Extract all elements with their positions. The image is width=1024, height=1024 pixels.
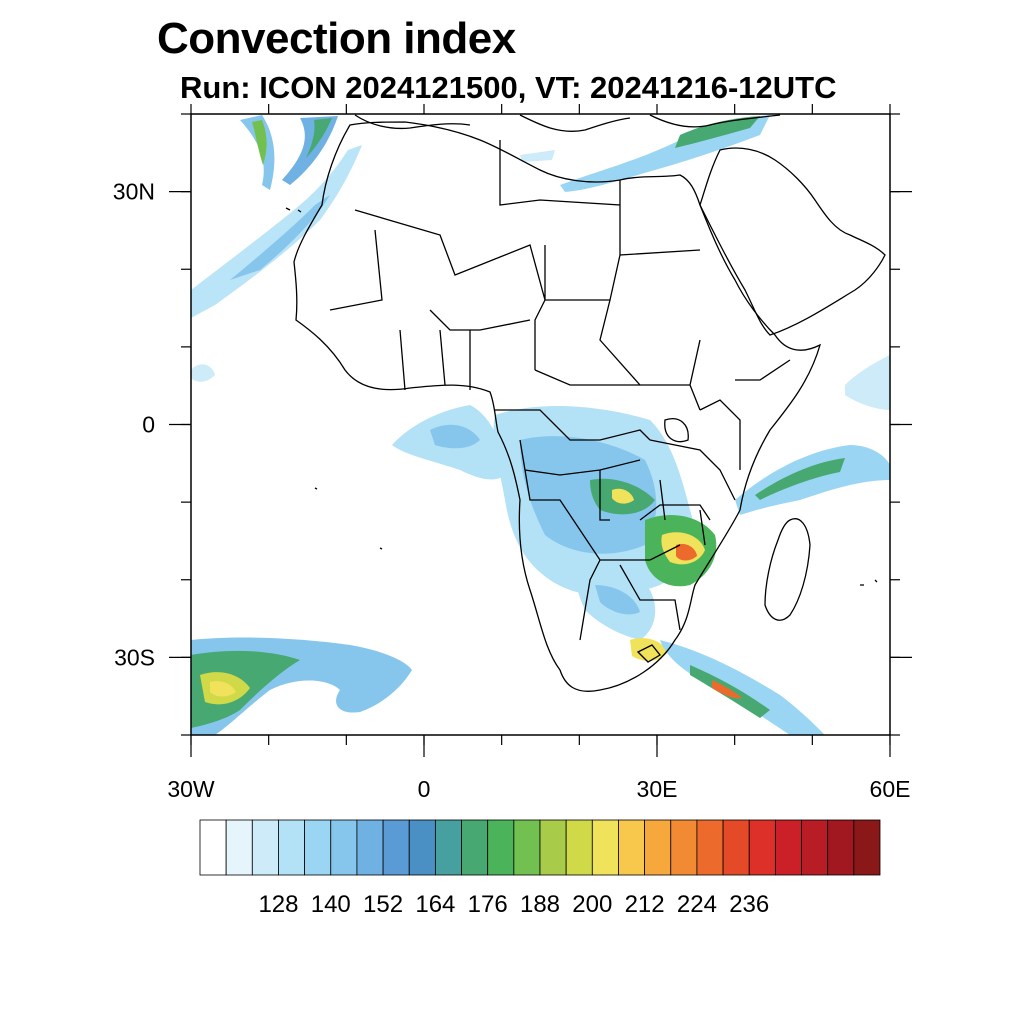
- colorbar-swatch: [251, 819, 279, 876]
- colorbar-swatch: [827, 819, 855, 876]
- colorbar-swatch: [382, 819, 410, 876]
- colorbar-label: 200: [572, 891, 612, 918]
- x-tick-label: 30E: [637, 776, 678, 802]
- arabian-peninsula-coastline: [699, 147, 886, 336]
- coastlines-and-borders: [285, 114, 886, 692]
- colorbar-swatch: [278, 819, 306, 876]
- colorbar-swatch: [356, 819, 384, 876]
- madagascar-coastline: [764, 518, 811, 621]
- colorbar-swatch: [670, 819, 698, 876]
- africa-coastline: [293, 121, 822, 692]
- convection-patch-levant: [520, 150, 555, 162]
- colorbar-swatch: [434, 819, 462, 876]
- islands: [285, 207, 878, 586]
- convection-streak-nw-core: [252, 120, 267, 165]
- convection-field: [191, 115, 890, 735]
- colorbar-swatch: [408, 819, 436, 876]
- y-tick-label: 30N: [113, 179, 155, 205]
- convection-south-atlantic-peak: [210, 681, 236, 697]
- colorbar-label: 224: [677, 891, 717, 918]
- country-borders: [329, 140, 791, 641]
- colorbar-swatch: [801, 819, 829, 876]
- colorbar-swatch: [225, 819, 253, 876]
- convection-southeast-front-peak: [712, 680, 742, 699]
- convection-band-north-atlantic: [191, 145, 362, 318]
- convection-congo-hotspot: [612, 488, 634, 504]
- convection-atlantic-patch: [191, 364, 215, 382]
- colorbar-swatch: [199, 819, 227, 876]
- colorbar-swatch: [513, 819, 541, 876]
- convection-band-mediterranean-core: [675, 116, 760, 148]
- colorbar-swatch: [644, 819, 672, 876]
- convection-congo-basin-mid: [520, 436, 657, 554]
- colorbar-swatch: [330, 819, 358, 876]
- colorbar-swatch: [539, 819, 567, 876]
- colorbar-label: 128: [258, 891, 298, 918]
- colorbar: 128 140 152 164 176 188 200 212 224 236: [199, 819, 881, 918]
- colorbar-label: 236: [729, 891, 769, 918]
- map-ticks: 30W 0 30E 60E 30N 0 30S: [113, 104, 912, 802]
- map-subtitle: Run: ICON 2024121500, VT: 20241216-12UTC: [180, 70, 837, 105]
- colorbar-swatch: [696, 819, 724, 876]
- convection-indian-ocean-band: [735, 445, 890, 515]
- y-tick-label: 30S: [114, 644, 155, 670]
- convection-indian-ocean-core: [755, 458, 845, 500]
- convection-band-north-atlantic-core: [230, 195, 330, 280]
- x-tick-label: 30W: [167, 776, 215, 802]
- convection-east-patch: [845, 355, 890, 410]
- lesotho-border: [636, 644, 661, 663]
- colorbar-swatch: [591, 819, 619, 876]
- colorbar-swatch: [487, 819, 515, 876]
- map-plot-area: [190, 113, 891, 736]
- colorbar-swatch: [722, 819, 750, 876]
- lakes: [659, 418, 706, 546]
- colorbar-label: 188: [520, 891, 560, 918]
- colorbar-swatch: [853, 819, 881, 876]
- colorbar-swatch: [618, 819, 646, 876]
- colorbar-swatch: [304, 819, 332, 876]
- europe-coastline: [354, 114, 781, 132]
- colorbar-label: 140: [311, 891, 351, 918]
- y-tick-label: 0: [142, 412, 155, 438]
- x-tick-label: 0: [418, 776, 431, 802]
- convection-gulf-of-guinea-core: [430, 424, 480, 449]
- convection-streak-north-core: [306, 118, 332, 158]
- convection-zambezi-peak: [676, 543, 697, 561]
- colorbar-swatch: [565, 819, 593, 876]
- colorbar-swatch: [748, 819, 776, 876]
- x-tick-label: 60E: [870, 776, 911, 802]
- colorbar-label: 212: [625, 891, 665, 918]
- convection-southern-africa-core: [595, 585, 640, 615]
- colorbar-label: 176: [468, 891, 508, 918]
- colorbar-swatch: [774, 819, 802, 876]
- convection-southeast-front: [660, 640, 825, 735]
- colorbar-label: 164: [415, 891, 455, 918]
- colorbar-label: 152: [363, 891, 403, 918]
- map-title: Convection index: [157, 14, 516, 63]
- colorbar-swatch: [461, 819, 489, 876]
